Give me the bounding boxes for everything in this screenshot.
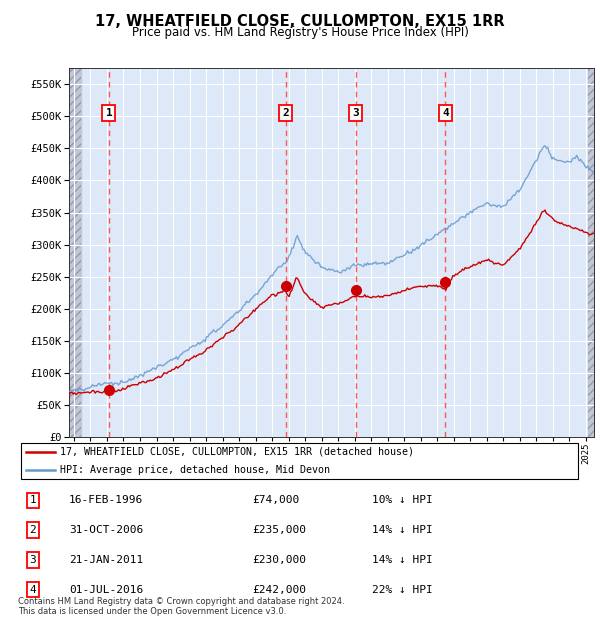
Text: This data is licensed under the Open Government Licence v3.0.: This data is licensed under the Open Gov… xyxy=(18,607,286,616)
Text: 3: 3 xyxy=(29,555,37,565)
Text: Price paid vs. HM Land Registry's House Price Index (HPI): Price paid vs. HM Land Registry's House … xyxy=(131,26,469,39)
Bar xyxy=(69,68,82,437)
Text: 17, WHEATFIELD CLOSE, CULLOMPTON, EX15 1RR: 17, WHEATFIELD CLOSE, CULLOMPTON, EX15 1… xyxy=(95,14,505,29)
FancyBboxPatch shape xyxy=(21,443,578,479)
Text: £74,000: £74,000 xyxy=(252,495,299,505)
Text: Contains HM Land Registry data © Crown copyright and database right 2024.: Contains HM Land Registry data © Crown c… xyxy=(18,597,344,606)
Text: 31-OCT-2006: 31-OCT-2006 xyxy=(69,525,143,535)
Bar xyxy=(588,68,594,437)
Text: 01-JUL-2016: 01-JUL-2016 xyxy=(69,585,143,595)
Text: 4: 4 xyxy=(442,108,449,118)
Text: 2: 2 xyxy=(29,525,37,535)
Text: 1: 1 xyxy=(106,108,112,118)
Text: 3: 3 xyxy=(352,108,359,118)
Text: 16-FEB-1996: 16-FEB-1996 xyxy=(69,495,143,505)
Text: £235,000: £235,000 xyxy=(252,525,306,535)
Text: 2: 2 xyxy=(283,108,289,118)
Text: 4: 4 xyxy=(29,585,37,595)
Bar xyxy=(69,68,82,437)
Text: HPI: Average price, detached house, Mid Devon: HPI: Average price, detached house, Mid … xyxy=(60,465,331,475)
Text: 10% ↓ HPI: 10% ↓ HPI xyxy=(372,495,433,505)
Text: 17, WHEATFIELD CLOSE, CULLOMPTON, EX15 1RR (detached house): 17, WHEATFIELD CLOSE, CULLOMPTON, EX15 1… xyxy=(60,447,415,457)
Text: 21-JAN-2011: 21-JAN-2011 xyxy=(69,555,143,565)
Text: 1: 1 xyxy=(29,495,37,505)
Bar xyxy=(588,68,594,437)
Text: 22% ↓ HPI: 22% ↓ HPI xyxy=(372,585,433,595)
Text: £230,000: £230,000 xyxy=(252,555,306,565)
Text: 14% ↓ HPI: 14% ↓ HPI xyxy=(372,555,433,565)
Text: £242,000: £242,000 xyxy=(252,585,306,595)
Text: 14% ↓ HPI: 14% ↓ HPI xyxy=(372,525,433,535)
